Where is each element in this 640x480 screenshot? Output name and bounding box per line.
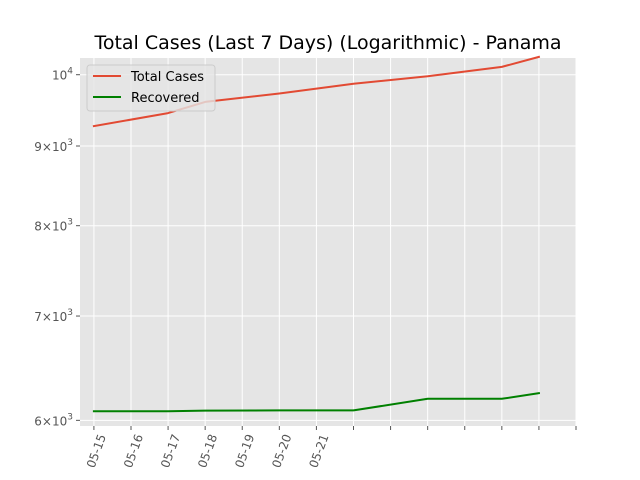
x-tick-label: 05-19: [232, 432, 257, 470]
y-tick-label: 6×103: [34, 412, 73, 428]
y-tick-label: 9×103: [34, 138, 73, 154]
legend-label-recovered: Recovered: [131, 91, 200, 106]
x-tick-label: 05-20: [269, 432, 294, 470]
grid-lines: [80, 58, 577, 426]
x-tick-label: 05-17: [158, 432, 183, 470]
x-tick-label: 05-18: [195, 432, 220, 470]
legend: Total Cases Recovered: [86, 64, 216, 112]
y-tick-label: 104: [52, 67, 73, 83]
x-tick-label: 05-15: [84, 432, 109, 470]
y-tick-label: 7×103: [34, 308, 73, 324]
legend-label-total-cases: Total Cases: [130, 70, 204, 85]
chart-title: Total Cases (Last 7 Days) (Logarithmic) …: [93, 32, 561, 54]
x-tick-label: 05-21: [306, 432, 331, 470]
axes: 05-15 05-16 05-17 05-18 05-19 05-20 05-21 6×103…: [34, 67, 577, 470]
plot-area: [80, 58, 576, 426]
series-line-recovered: [92, 392, 541, 413]
y-tick-label: 8×103: [34, 218, 73, 234]
x-tick-label: 05-16: [121, 432, 146, 470]
